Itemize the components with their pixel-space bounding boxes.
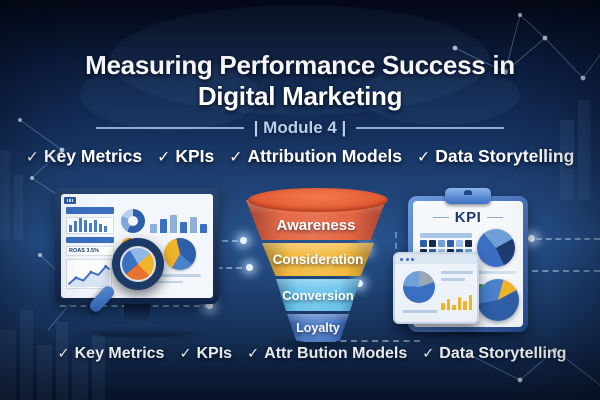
marketing-funnel-diagram: Awareness Consideration Conversion Loyal… <box>246 188 390 343</box>
topic-label: Key Metrics <box>74 345 165 362</box>
module-badge: | Module 4 | <box>253 118 347 137</box>
funnel-stage-label: Loyalty <box>296 321 340 335</box>
text-line <box>403 310 437 313</box>
panel-header-bar <box>66 237 114 243</box>
topic-label: Key Metrics <box>43 146 143 166</box>
text-line <box>441 278 465 281</box>
topic-item: ✓ Attribution Models <box>229 146 402 167</box>
pie-chart-icon <box>164 238 196 270</box>
roas-metric: ROAS 3.5% <box>66 246 114 256</box>
kpi-divider-right <box>487 216 504 219</box>
checkmark-icon: ✓ <box>25 149 39 166</box>
clipboard-clip-icon <box>445 188 491 204</box>
module-divider-right <box>356 127 505 129</box>
menu-icon <box>64 197 76 204</box>
funnel-top-ellipse <box>248 188 388 212</box>
funnel-stage-consideration: Consideration <box>262 243 374 276</box>
funnel-stage-label: Consideration <box>272 252 364 267</box>
checkmark-icon: ✓ <box>247 346 260 362</box>
module-divider-left <box>95 127 244 129</box>
topic-item: ✓ Key Metrics <box>26 146 142 167</box>
page-title-line1: Measuring Performance Success in <box>85 50 515 80</box>
checkmark-icon: ✓ <box>422 346 435 362</box>
topic-label: KPIs <box>196 345 233 362</box>
checkmark-icon: ✓ <box>417 149 431 166</box>
funnel-stage-awareness: Awareness <box>246 200 386 240</box>
monitor-stand-neck <box>124 304 150 326</box>
module-badge-row: | Module 4 | <box>0 118 600 138</box>
kpi-title-row: KPI <box>413 209 523 226</box>
pie-chart-icon <box>477 229 515 267</box>
magnifier-icon <box>112 238 164 290</box>
topics-row-bottom: ✓ Key Metrics ✓ KPIs ✓ Attr Bution Model… <box>12 345 600 363</box>
donut-chart-icon <box>121 209 145 233</box>
funnel-stage-label: Awareness <box>276 216 356 234</box>
checkmark-icon: ✓ <box>229 149 243 166</box>
dashed-line <box>330 340 420 342</box>
topic-item: ✓ KPIs <box>179 345 232 363</box>
bar-chart-icon <box>150 207 207 233</box>
dashboard-left-panel: ROAS 3.5% <box>66 207 114 289</box>
funnel-stage-loyalty: Loyalty <box>287 314 349 342</box>
topic-label: Attr Bution Models <box>264 345 408 362</box>
topic-item: ✓ Data Storytelling <box>417 146 574 167</box>
bar-chart-icon <box>441 290 472 310</box>
checkmark-icon: ✓ <box>57 346 70 362</box>
pie-chart-icon <box>122 248 154 280</box>
topic-label: Data Storytelling <box>439 345 567 362</box>
panel-header-bar <box>66 207 114 214</box>
glow-node <box>206 302 213 309</box>
funnel-stage-label: Conversion <box>282 287 354 303</box>
glow-node <box>356 280 363 287</box>
line-chart-icon <box>66 259 112 289</box>
checkmark-icon: ✓ <box>157 149 171 166</box>
dashed-line <box>536 238 600 240</box>
glow-node <box>528 235 535 242</box>
title-block: Measuring Performance Success in Digital… <box>0 50 600 112</box>
topic-item: ✓ Attr Bution Models <box>247 345 407 363</box>
topic-label: Attribution Models <box>247 146 403 166</box>
monitor-stand-base <box>99 325 175 336</box>
report-window-illustration <box>393 252 479 324</box>
topic-label: KPIs <box>175 146 215 166</box>
window-controls-icon <box>395 254 477 264</box>
topic-item: ✓ KPIs <box>157 146 214 167</box>
pie-chart-icon <box>403 271 435 303</box>
topic-item: ✓ Key Metrics <box>58 345 165 363</box>
glow-node <box>246 264 253 271</box>
text-line <box>441 271 473 274</box>
checkmark-icon: ✓ <box>179 346 192 362</box>
topic-item: ✓ Data Storytelling <box>422 345 566 363</box>
topics-row-top: ✓ Key Metrics ✓ KPIs ✓ Attribution Model… <box>0 146 600 167</box>
dashed-line <box>532 270 600 272</box>
topic-label: Data Storytelling <box>435 146 575 166</box>
funnel-stage-conversion: Conversion <box>276 279 360 311</box>
kpi-divider-left <box>432 216 449 219</box>
page-title-line2: Digital Marketing <box>197 81 403 111</box>
bar-chart-icon <box>66 217 114 234</box>
kpi-title: KPI <box>454 209 482 226</box>
glow-node <box>240 237 247 244</box>
pie-chart-icon <box>477 279 519 321</box>
